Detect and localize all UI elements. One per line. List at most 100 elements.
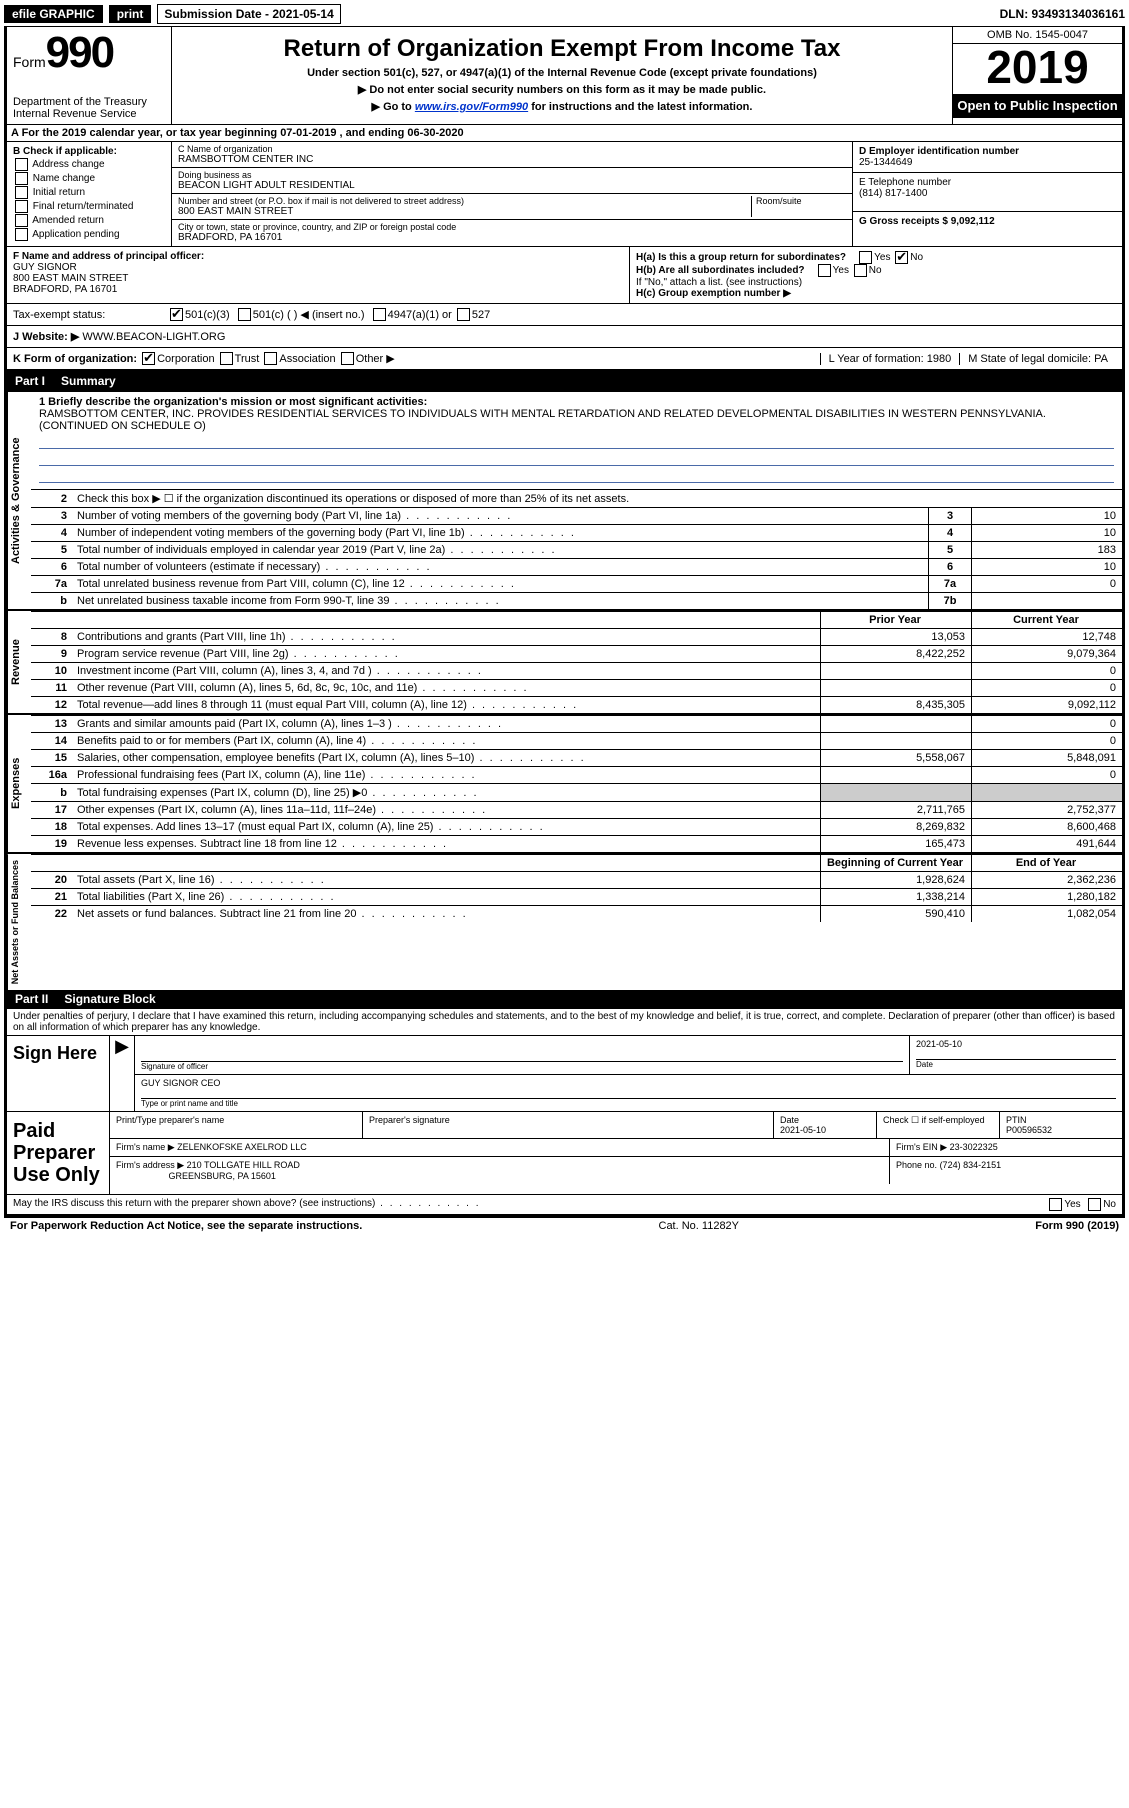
- begin-year-header: Beginning of Current Year: [821, 855, 972, 872]
- prior-year-header: Prior Year: [821, 612, 972, 629]
- tax-exempt-row: Tax-exempt status: 501(c)(3) 501(c) ( ) …: [7, 304, 1122, 326]
- main-address-block: B Check if applicable: Address change Na…: [7, 142, 1122, 247]
- table-row: 10Investment income (Part VIII, column (…: [31, 663, 1122, 680]
- hb-note: If "No," attach a list. (see instruction…: [636, 277, 1116, 288]
- print-button[interactable]: print: [109, 5, 152, 23]
- ha-yes[interactable]: [859, 251, 872, 264]
- end-year-header: End of Year: [972, 855, 1123, 872]
- chk-pending[interactable]: [15, 228, 28, 241]
- sign-date: 2021-05-10: [916, 1039, 1116, 1049]
- chk-final[interactable]: [15, 200, 28, 213]
- table-row: 15Salaries, other compensation, employee…: [31, 750, 1122, 767]
- table-row: 11Other revenue (Part VIII, column (A), …: [31, 680, 1122, 697]
- org-name-label: C Name of organization: [178, 144, 846, 154]
- ein-label: D Employer identification number: [859, 146, 1019, 157]
- self-employed-chk: Check ☐ if self-employed: [877, 1112, 1000, 1138]
- gross-receipts: G Gross receipts $ 9,092,112: [859, 216, 995, 227]
- firm-name: ZELENKOFSKE AXELROD LLC: [177, 1142, 307, 1152]
- paid-preparer-label: Paid Preparer Use Only: [7, 1112, 109, 1194]
- table-row: 18Total expenses. Add lines 13–17 (must …: [31, 819, 1122, 836]
- box-d: D Employer identification number 25-1344…: [852, 142, 1122, 246]
- chk-initial[interactable]: [15, 186, 28, 199]
- net-table: Beginning of Current Year End of Year 20…: [31, 854, 1122, 922]
- city-value: BRADFORD, PA 16701: [178, 232, 846, 243]
- form-prefix: Form: [13, 54, 46, 70]
- hb-no[interactable]: [854, 264, 867, 277]
- table-row: 20Total assets (Part X, line 16)1,928,62…: [31, 872, 1122, 889]
- form990-link[interactable]: www.irs.gov/Form990: [415, 101, 528, 113]
- dba-value: BEACON LIGHT ADULT RESIDENTIAL: [178, 180, 846, 191]
- korg-row: K Form of organization: Corporation Trus…: [7, 348, 1122, 372]
- chk-501c[interactable]: [238, 308, 251, 321]
- table-row: bNet unrelated business taxable income f…: [31, 593, 1122, 610]
- table-row: 8Contributions and grants (Part VIII, li…: [31, 629, 1122, 646]
- sign-here-label: Sign Here: [7, 1036, 109, 1111]
- current-year-header: Current Year: [972, 612, 1123, 629]
- ein-value: 25-1344649: [859, 157, 912, 168]
- preparer-sig-label: Preparer's signature: [363, 1112, 774, 1138]
- officer-name-title: GUY SIGNOR CEO: [141, 1078, 1116, 1088]
- discuss-no[interactable]: [1088, 1198, 1101, 1211]
- officer-addr2: BRADFORD, PA 16701: [13, 284, 117, 295]
- subtitle-3: ▶ Go to www.irs.gov/Form990 for instruct…: [180, 100, 944, 113]
- year-formation: L Year of formation: 1980: [820, 353, 960, 365]
- addr-value: 800 EAST MAIN STREET: [178, 206, 751, 217]
- row-a: A For the 2019 calendar year, or tax yea…: [7, 125, 1122, 142]
- hb-yes[interactable]: [818, 264, 831, 277]
- firm-addr2: GREENSBURG, PA 15601: [169, 1171, 276, 1181]
- part2-header: Part II Signature Block: [7, 990, 1122, 1008]
- box-h: H(a) Is this a group return for subordin…: [630, 247, 1122, 303]
- chk-501c3[interactable]: [170, 308, 183, 321]
- form-number: 990: [46, 28, 113, 77]
- officer-addr1: 800 EAST MAIN STREET: [13, 273, 128, 284]
- ha-no[interactable]: [895, 251, 908, 264]
- mission-text: RAMSBOTTOM CENTER, INC. PROVIDES RESIDEN…: [39, 408, 1046, 432]
- form-border: Form990 Department of the Treasury Inter…: [4, 26, 1125, 1217]
- officer-name: GUY SIGNOR: [13, 262, 77, 273]
- chk-527[interactable]: [457, 308, 470, 321]
- preparer-name-label: Print/Type preparer's name: [110, 1112, 363, 1138]
- sig-officer-label: Signature of officer: [141, 1061, 903, 1071]
- box-c: C Name of organization RAMSBOTTOM CENTER…: [172, 142, 852, 246]
- chk-4947[interactable]: [373, 308, 386, 321]
- chk-amended[interactable]: [15, 214, 28, 227]
- form-title: Return of Organization Exempt From Incom…: [180, 35, 944, 63]
- addr-label: Number and street (or P.O. box if mail i…: [178, 196, 751, 206]
- section-expenses: Expenses 13Grants and similar amounts pa…: [7, 713, 1122, 852]
- chk-assoc[interactable]: [264, 352, 277, 365]
- table-row: 9Program service revenue (Part VIII, lin…: [31, 646, 1122, 663]
- efile-label: efile GRAPHIC: [4, 5, 103, 23]
- chk-address[interactable]: [15, 158, 28, 171]
- city-label: City or town, state or province, country…: [178, 222, 846, 232]
- hc-label: H(c) Group exemption number ▶: [636, 288, 791, 299]
- ptin-value: P00596532: [1006, 1125, 1052, 1135]
- table-row: 17Other expenses (Part IX, column (A), l…: [31, 802, 1122, 819]
- open-inspection: Open to Public Inspection: [953, 94, 1122, 118]
- table-row: 22Net assets or fund balances. Subtract …: [31, 906, 1122, 923]
- preparer-date: 2021-05-10: [780, 1125, 826, 1135]
- website-value: WWW.BEACON-LIGHT.ORG: [82, 331, 225, 343]
- mission-block: 1 Briefly describe the organization's mi…: [31, 392, 1122, 489]
- chk-corp[interactable]: [142, 352, 155, 365]
- sign-here-row: Sign Here ▶ Signature of officer 2021-05…: [7, 1035, 1122, 1111]
- firm-addr1: 210 TOLLGATE HILL ROAD: [187, 1160, 300, 1170]
- side-net: Net Assets or Fund Balances: [7, 854, 31, 990]
- footer-mid: Cat. No. 11282Y: [659, 1220, 740, 1232]
- table-row: 2Check this box ▶ ☐ if the organization …: [31, 490, 1122, 508]
- table-row: 12Total revenue—add lines 8 through 11 (…: [31, 697, 1122, 714]
- footer-left: For Paperwork Reduction Act Notice, see …: [10, 1220, 362, 1232]
- page-footer: For Paperwork Reduction Act Notice, see …: [4, 1217, 1125, 1234]
- chk-other[interactable]: [341, 352, 354, 365]
- gov-table: 2Check this box ▶ ☐ if the organization …: [31, 489, 1122, 609]
- discuss-yes[interactable]: [1049, 1198, 1062, 1211]
- section-revenue: Revenue Prior Year Current Year 8Contrib…: [7, 609, 1122, 713]
- header-right: OMB No. 1545-0047 2019 Open to Public In…: [952, 27, 1122, 124]
- tax-year: 2019: [953, 44, 1122, 94]
- header-center: Return of Organization Exempt From Incom…: [172, 27, 952, 124]
- chk-trust[interactable]: [220, 352, 233, 365]
- box-f: F Name and address of principal officer:…: [7, 247, 630, 303]
- subtitle-2: ▶ Do not enter social security numbers o…: [180, 83, 944, 96]
- chk-name[interactable]: [15, 172, 28, 185]
- org-name: RAMSBOTTOM CENTER INC: [178, 154, 846, 165]
- website-row: J Website: ▶ WWW.BEACON-LIGHT.ORG: [7, 326, 1122, 348]
